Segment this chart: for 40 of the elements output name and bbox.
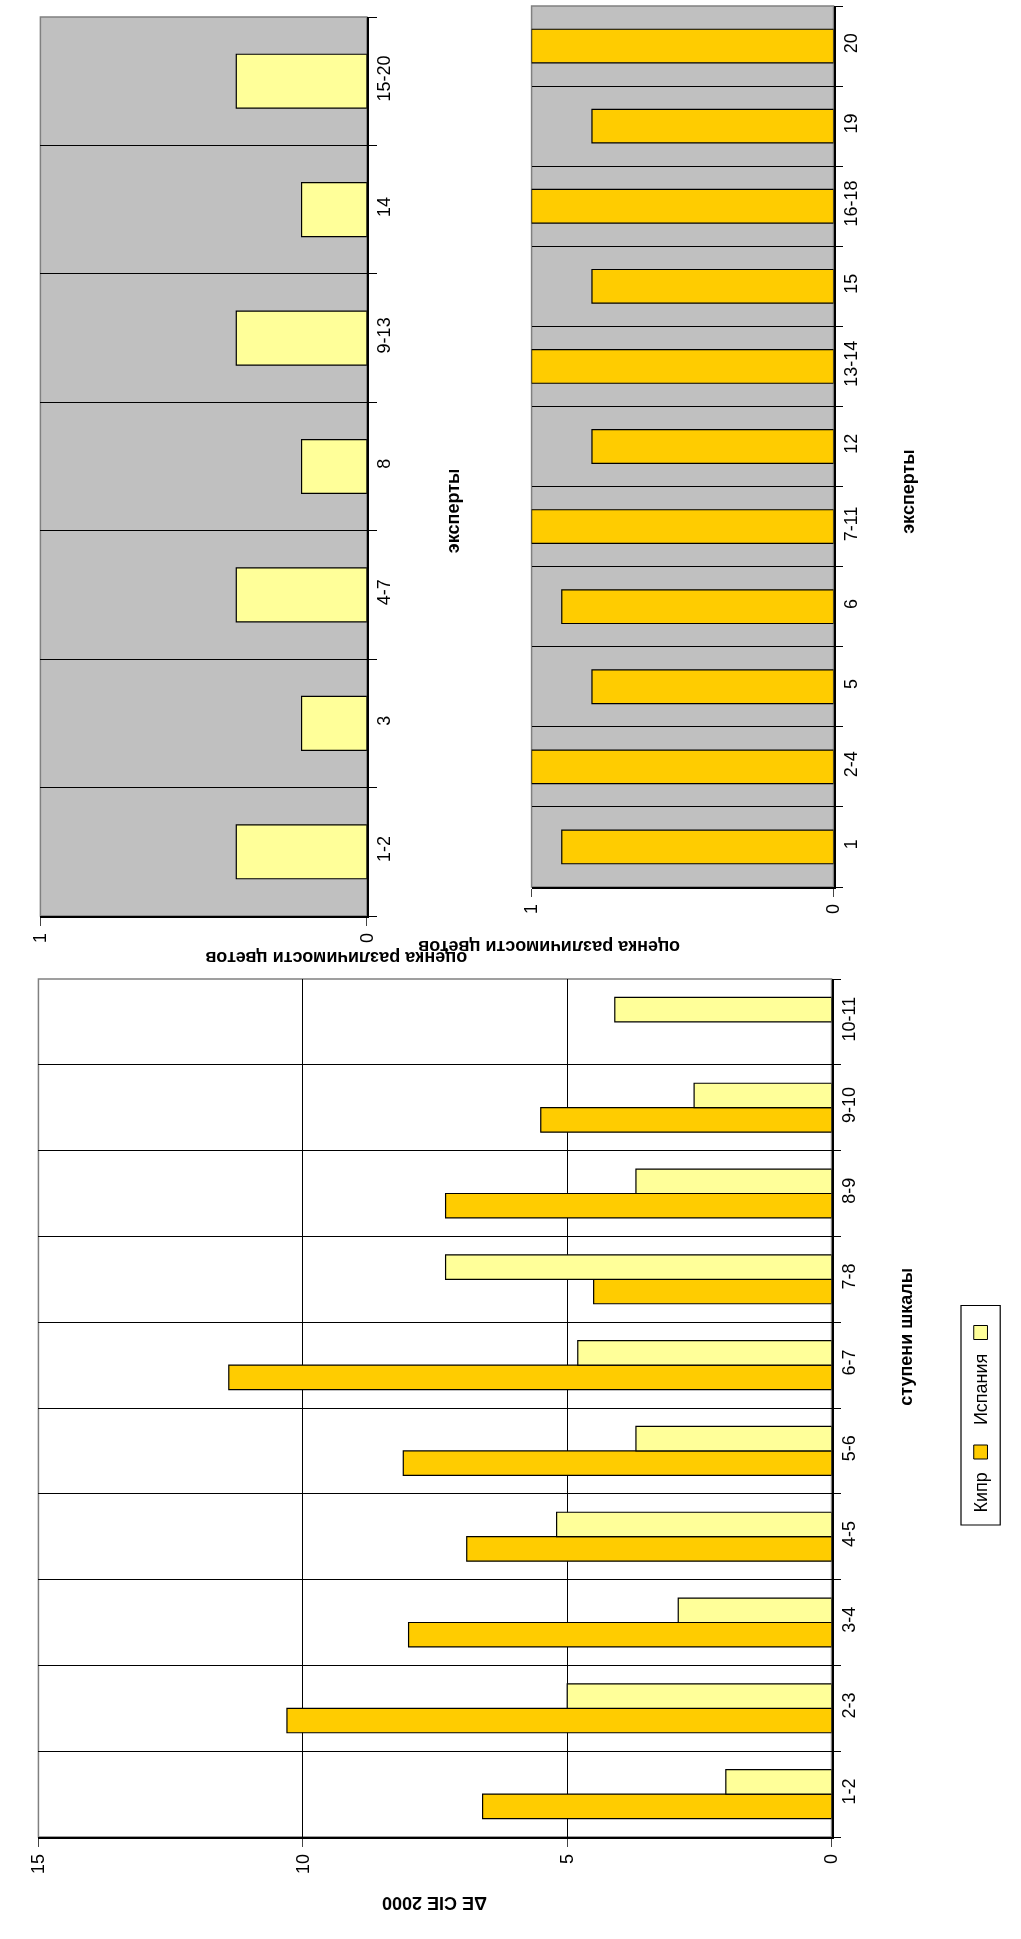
y-tick-label: 3 (374, 715, 395, 726)
y-tick-label: 8-9 (838, 1177, 859, 1204)
y-tick-label: 1-2 (838, 1778, 859, 1805)
x-tick-label: 0 (821, 1853, 842, 1864)
y-tick-label: 6 (840, 598, 861, 609)
y-tick-label: 9-13 (374, 317, 395, 354)
y-tick-label: 12 (840, 433, 861, 454)
y-tick-label: 16-18 (840, 180, 861, 227)
x-axis-title: ΔE CIE 2000 (382, 1893, 488, 1913)
y-tick-label: 2-4 (840, 751, 861, 778)
y-tick-label: 15 (840, 273, 861, 294)
y-tick-label: 8 (374, 458, 395, 469)
y-tick-label: 5 (840, 679, 861, 690)
y-tick-label: 13-14 (840, 340, 861, 387)
y-axis-title: ступени шкалы (895, 1267, 916, 1406)
y-tick-label: 1 (840, 839, 861, 850)
x-tick-label: 10 (292, 1853, 313, 1874)
y-tick-label: 19 (840, 113, 861, 134)
y-tick-label: 4-7 (374, 579, 395, 606)
y-tick-label: 4-5 (838, 1520, 859, 1548)
y-tick-label: 20 (840, 33, 861, 54)
y-tick-label: 14 (374, 196, 395, 217)
y-tick-label: 10-11 (838, 996, 859, 1042)
y-axis-title: эксперты (443, 468, 464, 554)
y-tick-label: 6-7 (838, 1349, 859, 1376)
y-tick-label: 15-20 (374, 55, 395, 102)
x-tick-label: 15 (28, 1853, 49, 1874)
y-tick-label: 1-2 (374, 836, 395, 863)
y-tick-label: 7-11 (840, 506, 861, 542)
y-tick-label: 2-3 (838, 1692, 859, 1719)
y-tick-label: 3-4 (838, 1606, 859, 1633)
y-tick-label: 9-10 (838, 1086, 859, 1124)
legend-label: Испания (971, 1353, 992, 1426)
x-tick-label: 0 (823, 903, 844, 914)
x-tick-label: 5 (557, 1853, 578, 1864)
x-tick-label: 0 (356, 932, 377, 943)
y-tick-label: 5-6 (838, 1435, 859, 1462)
legend-label: Кипр (970, 1472, 991, 1513)
y-axis-title: эксперты (897, 449, 918, 534)
y-tick-label: 7-8 (838, 1263, 859, 1290)
